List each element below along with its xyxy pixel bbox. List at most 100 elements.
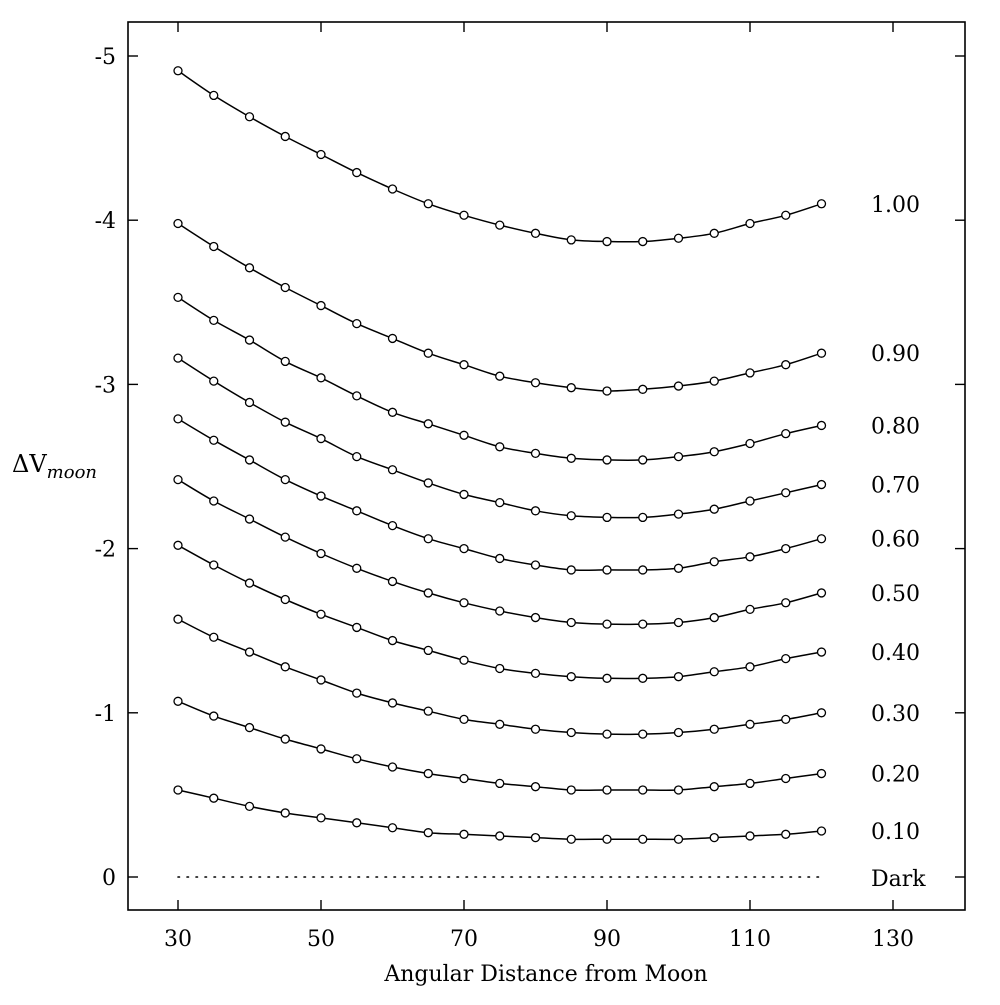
data-point <box>459 360 469 370</box>
data-point <box>816 826 827 836</box>
x-tick-label: 50 <box>307 927 335 952</box>
data-point <box>530 724 541 734</box>
data-point <box>495 371 505 381</box>
series-line <box>177 700 822 791</box>
data-point <box>173 696 183 706</box>
data-point <box>673 233 684 243</box>
data-point <box>495 442 505 452</box>
data-point <box>244 455 255 465</box>
data-point <box>566 834 576 844</box>
series-line <box>177 618 822 736</box>
data-point <box>423 768 433 779</box>
data-point <box>673 563 684 573</box>
data-point <box>638 673 648 683</box>
data-point <box>709 832 719 843</box>
data-point <box>781 653 791 664</box>
data-point <box>387 407 398 417</box>
data-point <box>173 474 183 485</box>
series-0-70 <box>173 353 827 523</box>
data-point <box>816 534 827 544</box>
data-point <box>244 397 255 408</box>
series-label: 0.50 <box>871 582 920 607</box>
data-point <box>709 557 719 567</box>
data-point <box>709 376 719 386</box>
series-label-dark: Dark <box>871 867 926 892</box>
data-point <box>816 768 827 779</box>
data-point <box>352 563 362 573</box>
data-point <box>387 576 398 587</box>
data-point <box>352 818 362 828</box>
series-label: 0.20 <box>871 763 920 788</box>
data-point <box>459 655 469 665</box>
data-point <box>566 511 576 521</box>
data-point <box>673 451 684 462</box>
x-tick-label: 30 <box>164 927 192 952</box>
data-point <box>566 617 576 628</box>
data-point <box>280 808 290 818</box>
data-point <box>244 578 255 588</box>
series-label: 0.80 <box>871 414 920 439</box>
data-point <box>638 565 648 575</box>
data-point <box>244 722 255 733</box>
data-point <box>602 455 612 465</box>
data-point <box>495 831 505 841</box>
y-axis-ticks: -5 -4 -3 -2 -1 0 <box>95 45 965 891</box>
data-point <box>352 318 362 329</box>
data-point <box>244 647 255 657</box>
data-point <box>316 813 326 823</box>
data-point <box>316 373 326 383</box>
data-point <box>423 588 433 598</box>
data-point <box>745 778 755 789</box>
x-axis-ticks: 30 50 70 90 110 130 <box>164 22 914 952</box>
data-point <box>745 662 755 672</box>
data-point <box>816 479 827 490</box>
data-point <box>530 228 541 238</box>
data-point <box>638 384 648 394</box>
data-point <box>244 801 255 812</box>
series-line <box>177 418 822 572</box>
data-point <box>352 391 362 401</box>
data-point <box>495 606 505 616</box>
data-point <box>709 447 719 457</box>
data-point <box>709 667 719 677</box>
data-point <box>459 773 469 784</box>
data-point <box>316 744 326 754</box>
data-point <box>387 520 398 531</box>
series-0-80 <box>173 292 827 465</box>
data-point <box>673 785 684 795</box>
y-axis-title: ΔVmoon <box>12 450 97 483</box>
data-point <box>459 210 469 220</box>
data-point <box>745 604 755 615</box>
data-point <box>173 218 183 229</box>
data-point <box>566 672 576 682</box>
data-point <box>781 210 791 220</box>
data-point <box>209 435 219 445</box>
data-point <box>423 534 433 544</box>
data-point <box>387 184 398 194</box>
y-axis-title-main: ΔV <box>12 450 47 478</box>
data-point <box>745 368 755 378</box>
data-point <box>781 773 791 784</box>
data-point <box>673 672 684 682</box>
data-point <box>209 90 219 101</box>
y-tick-label: -5 <box>95 45 116 70</box>
series-label: 0.70 <box>871 474 920 499</box>
x-tick-label: 70 <box>450 927 478 952</box>
y-tick-label: -1 <box>95 702 116 727</box>
data-point <box>745 552 755 562</box>
data-point <box>316 548 326 559</box>
data-point <box>709 228 719 238</box>
data-point <box>459 598 469 608</box>
data-point <box>781 488 791 498</box>
data-point <box>352 688 362 698</box>
data-point <box>566 565 576 575</box>
series-label: 0.10 <box>871 820 920 845</box>
series-line <box>177 357 822 519</box>
data-point <box>745 831 755 841</box>
data-point <box>638 455 648 465</box>
data-point <box>816 708 827 718</box>
data-point <box>638 785 648 795</box>
data-point <box>602 565 612 575</box>
data-point <box>423 419 433 429</box>
